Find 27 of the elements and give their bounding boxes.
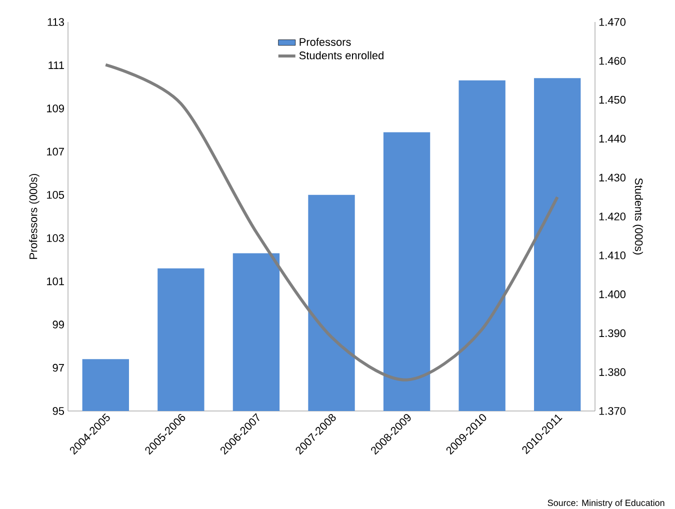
- y-tick-label: 111: [48, 61, 64, 69]
- y-tick-label: 113: [48, 18, 64, 26]
- y-tick-label: 101: [47, 277, 64, 286]
- y2-tick-label: 1.440: [599, 134, 626, 143]
- y-tick-label: 107: [47, 148, 64, 156]
- y2-tick-label: 1.370: [599, 407, 626, 415]
- legend-label: Students enrolled: [299, 51, 384, 60]
- y-axis-title: Professors (000s): [29, 174, 40, 259]
- y2-axis-title: Students (000s): [632, 178, 643, 254]
- y2-tick-label: 1.390: [599, 329, 626, 338]
- y2-tick-label: 1.400: [599, 290, 626, 298]
- y2-tick-label: 1.430: [599, 174, 626, 182]
- y-tick-label: 103: [47, 234, 64, 242]
- legend-label: Professors: [300, 38, 351, 46]
- y2-tick-label: 1.470: [599, 18, 626, 26]
- source-note: Source: Ministry of Education: [548, 499, 664, 508]
- line-series: [104, 63, 559, 382]
- y-tick-label: 95: [52, 407, 64, 415]
- y2-tick-label: 1.450: [599, 96, 626, 104]
- y-tick-label: 109: [47, 104, 64, 112]
- y2-tick-label: 1.420: [599, 212, 626, 220]
- y2-tick-label: 1.460: [599, 57, 626, 65]
- y-tick-label: 105: [47, 191, 64, 199]
- y-tick-label: 97: [52, 364, 64, 372]
- y-tick-label: 99: [52, 320, 64, 328]
- y2-tick-label: 1.380: [599, 368, 626, 376]
- y2-tick-label: 1.410: [599, 252, 626, 260]
